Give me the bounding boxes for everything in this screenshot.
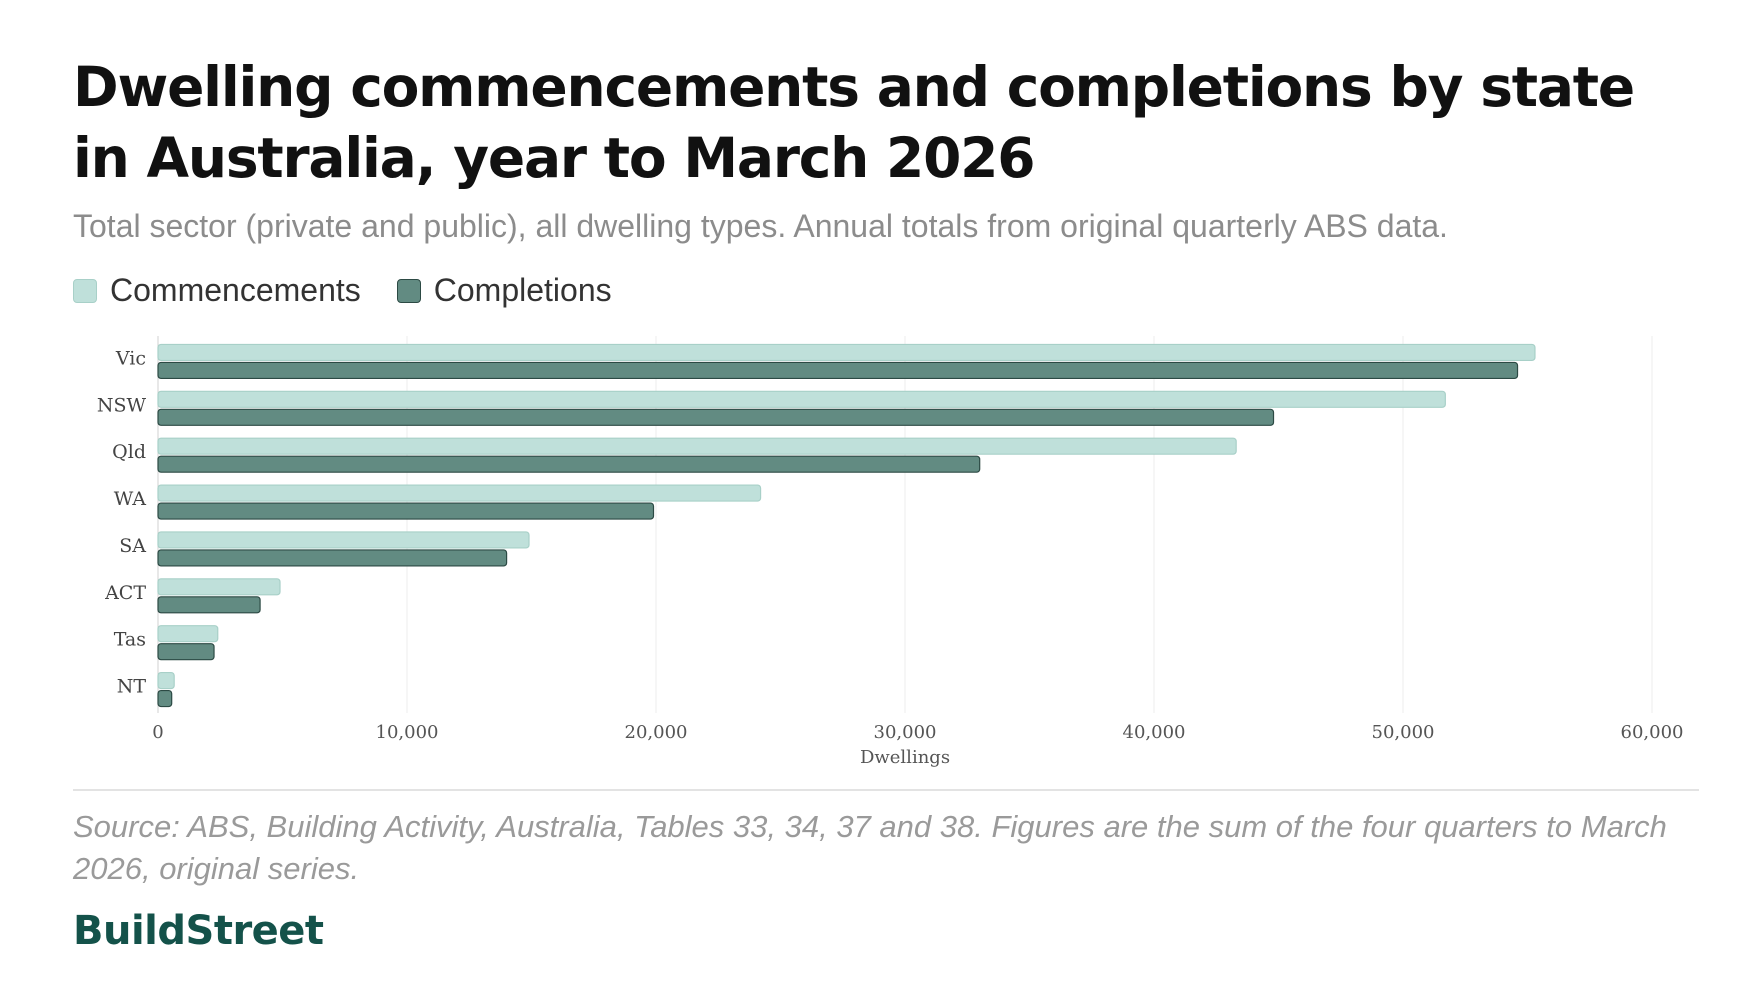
- y-tick-label: ACT: [104, 582, 146, 604]
- chart-subtitle: Total sector (private and public), all d…: [73, 208, 1448, 244]
- bar-commencements-nt: [157, 671, 175, 690]
- legend-label-commencements: Commencements: [110, 272, 361, 308]
- y-tick-label: SA: [119, 535, 146, 557]
- divider: [73, 789, 1699, 791]
- bar-completions-vic: [157, 361, 1519, 380]
- y-tick-label: Vic: [115, 347, 146, 369]
- x-tick-label: 0: [152, 722, 163, 743]
- bar-commencements-act: [157, 578, 281, 596]
- brand-logo: BuildStreet: [73, 908, 324, 954]
- bar-completions-act: [157, 596, 261, 614]
- legend-swatch-completions: [396, 278, 421, 303]
- y-tick-label: NSW: [97, 394, 147, 416]
- title-block: Dwelling commencements and completions b…: [73, 52, 1699, 194]
- legend-label-completions: Completions: [433, 272, 612, 308]
- legend-swatch-commencements: [73, 278, 97, 303]
- y-tick-label: WA: [114, 488, 147, 510]
- bar-completions-qld: [157, 455, 981, 473]
- bar-commencements-vic: [157, 343, 1536, 362]
- bar-completions-sa: [157, 549, 508, 567]
- legend-item-completions: Completions: [396, 272, 612, 309]
- bar-commencements-wa: [157, 484, 762, 502]
- y-tick-label: Qld: [112, 441, 146, 463]
- bar-chart: Vic NSW Qld WA SA ACT Tas NT 0 10,000 20,000 30,000…: [97, 336, 1684, 768]
- legend-item-commencements: Commencements: [73, 272, 361, 309]
- y-tick-label: NT: [117, 676, 147, 698]
- bar-completions-wa: [157, 502, 655, 520]
- chart-legend: Commencements Completions: [73, 272, 648, 309]
- x-tick-label: 50,000: [1372, 722, 1435, 743]
- x-axis-label: Dwellings: [860, 747, 950, 768]
- bar-completions-tas: [157, 643, 215, 661]
- x-tick-label: 40,000: [1123, 722, 1186, 743]
- bar-commencements-sa: [157, 531, 530, 549]
- bar-completions-nt: [157, 689, 173, 708]
- x-tick-label: 10,000: [376, 722, 439, 743]
- bar-commencements-nsw: [157, 390, 1446, 408]
- bar-commencements-qld: [157, 437, 1237, 455]
- source-note: Source: ABS, Building Activity, Australi…: [73, 809, 1667, 886]
- bar-commencements-tas: [157, 625, 219, 643]
- chart-title: Dwelling commencements and completions b…: [73, 55, 1635, 190]
- y-tick-label: Tas: [114, 629, 146, 651]
- x-tick-label: 30,000: [874, 722, 937, 743]
- x-tick-label: 20,000: [625, 722, 688, 743]
- x-tick-label: 60,000: [1621, 722, 1684, 743]
- bar-completions-nsw: [157, 408, 1275, 426]
